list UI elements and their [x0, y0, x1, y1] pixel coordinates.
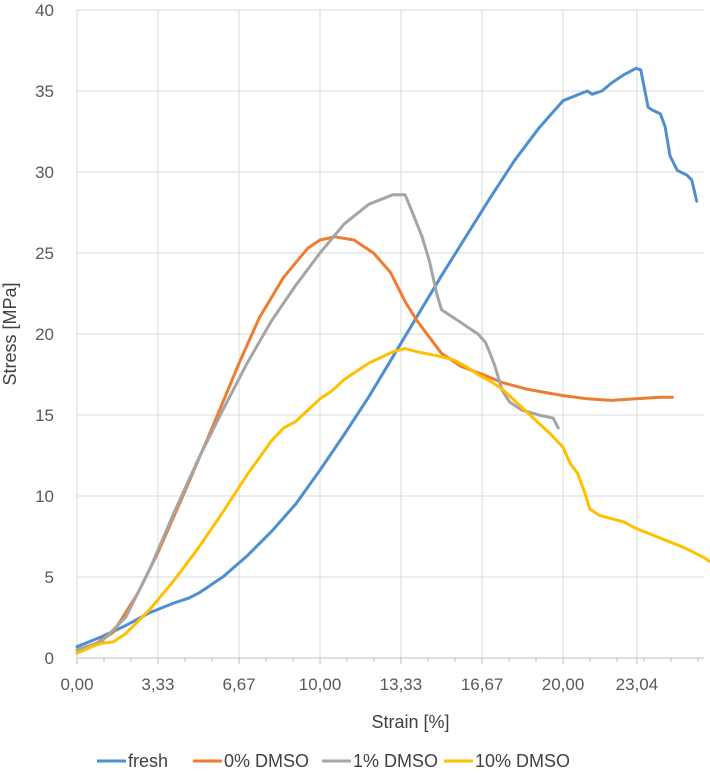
series-line-10-dmso — [75, 347, 710, 655]
legend-label: 10% DMSO — [475, 751, 570, 771]
x-tick-label: 6,67 — [223, 675, 256, 694]
axes — [76, 10, 704, 664]
y-tick-label: 40 — [35, 1, 54, 20]
legend-label: fresh — [128, 751, 168, 771]
y-tick-label: 15 — [35, 406, 54, 425]
x-tick-label: 0,00 — [60, 675, 93, 694]
series-line-1-dmso — [75, 193, 560, 652]
y-tick-label: 25 — [35, 244, 54, 263]
legend-label: 0% DMSO — [224, 751, 309, 771]
y-tick-label: 35 — [35, 82, 54, 101]
x-tick-label: 3,33 — [141, 675, 174, 694]
x-tick-label: 10,00 — [299, 675, 342, 694]
series-lines — [75, 66, 710, 655]
y-axis-title: Stress [MPa] — [0, 282, 20, 385]
y-tick-label: 5 — [45, 568, 54, 587]
x-tick-label: 20,00 — [542, 675, 585, 694]
y-tick-label: 20 — [35, 325, 54, 344]
y-tick-label: 0 — [45, 649, 54, 668]
legend: fresh 0% DMSO 1% DMSO 10% DMSO — [97, 751, 570, 771]
x-tick-label: 23,04 — [616, 675, 659, 694]
grid-lines — [77, 9, 704, 658]
tick-labels: 0 5 10 15 20 25 30 35 40 0,00 3,33 6,67 10,00 13,33 16… — [35, 1, 658, 694]
x-axis-title: Strain [%] — [371, 712, 449, 732]
y-tick-label: 30 — [35, 163, 54, 182]
x-tick-label: 13,33 — [380, 675, 423, 694]
series-line-fresh — [75, 66, 699, 649]
y-tick-label: 10 — [35, 487, 54, 506]
x-tick-label: 16,67 — [461, 675, 504, 694]
legend-label: 1% DMSO — [353, 751, 438, 771]
